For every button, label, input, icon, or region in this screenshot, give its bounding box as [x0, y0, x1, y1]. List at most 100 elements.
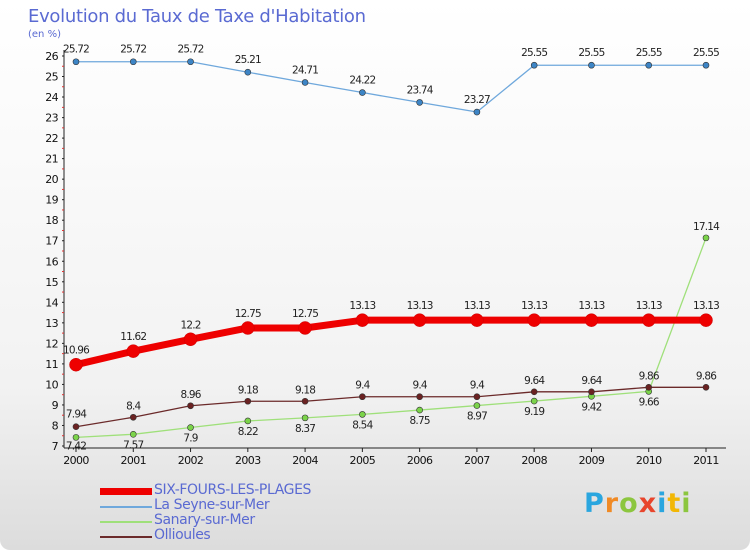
y-tick-label: 14 [45, 296, 58, 309]
data-point [359, 393, 366, 401]
series-line [75, 316, 706, 369]
data-label: 13.13 [349, 300, 375, 312]
data-point [183, 332, 198, 347]
data-label: 17.14 [693, 221, 720, 233]
data-point [530, 388, 538, 396]
legend-item: SIX-FOURS-LES-PLAGES [100, 482, 400, 500]
data-point [187, 58, 194, 66]
data-label: 25.55 [578, 47, 604, 59]
data-label: 24.22 [349, 75, 375, 87]
data-label: 9.18 [238, 384, 258, 396]
data-point [641, 313, 656, 327]
data-label: 9.64 [524, 375, 545, 387]
data-label: 13.13 [693, 300, 719, 312]
data-label: 8.22 [238, 426, 258, 438]
data-label: 24.71 [292, 64, 318, 76]
data-label: 9.42 [581, 401, 601, 413]
data-point [530, 397, 538, 405]
chart-subtitle: (en %) [28, 29, 61, 40]
logo-letter: i [681, 488, 692, 519]
data-point [584, 313, 599, 327]
data-label: 25.72 [63, 44, 89, 56]
data-label: 7.9 [183, 433, 197, 445]
series-line [75, 386, 706, 428]
series-line [76, 61, 706, 113]
data-label: 9.66 [639, 396, 660, 408]
data-label: 9.86 [639, 370, 660, 382]
data-point [72, 58, 80, 66]
data-label: 7.42 [66, 440, 86, 452]
legend-item: Ollioules [100, 527, 400, 545]
y-tick-label: 25 [45, 71, 58, 84]
data-point [473, 402, 481, 409]
x-tick-label: 2011 [693, 454, 719, 467]
logo-letter: o [619, 488, 639, 519]
data-label: 12.75 [292, 308, 318, 320]
data-point [645, 61, 653, 69]
legend-swatch [100, 536, 152, 538]
legend-label: La Seyne-sur-Mer [154, 497, 270, 513]
data-point [72, 434, 80, 441]
legend-swatch [100, 506, 152, 508]
data-label: 8.96 [180, 389, 201, 401]
x-tick-label: 2003 [235, 454, 261, 467]
legend-label: SIX-FOURS-LES-PLAGES [154, 482, 312, 498]
proxiti-logo: Proxiti [584, 488, 692, 519]
y-tick-label: 21 [45, 153, 58, 166]
data-point [473, 108, 481, 116]
y-tick-label: 9 [52, 399, 59, 412]
data-point [702, 383, 710, 391]
data-label: 8.75 [410, 415, 430, 427]
data-point [699, 313, 713, 327]
data-label: 13.13 [578, 300, 604, 312]
data-label: 8.37 [295, 423, 315, 435]
data-point [72, 423, 80, 431]
logo-letter: r [604, 488, 620, 519]
x-tick-label: 2005 [350, 454, 376, 467]
data-point [588, 388, 595, 396]
data-label: 25.55 [693, 47, 719, 59]
y-tick-label: 24 [45, 91, 58, 104]
data-point [129, 430, 137, 438]
chart-title: Evolution du Taux de Taxe d'Habitation [28, 6, 366, 27]
data-point [355, 313, 370, 327]
logo-letter: P [584, 488, 605, 519]
y-tick-label: 17 [45, 235, 58, 248]
x-tick-label: 2008 [521, 454, 547, 467]
data-point [244, 417, 252, 425]
y-tick-label: 20 [45, 173, 58, 186]
data-label: 12.75 [235, 308, 261, 320]
x-tick-label: 2007 [464, 454, 490, 467]
data-point [244, 68, 252, 76]
data-label: 25.21 [235, 54, 261, 66]
legend-item: Sanary-sur-Mer [100, 512, 400, 530]
data-label: 13.13 [521, 300, 547, 312]
data-point [359, 89, 366, 96]
data-label: 7.57 [123, 439, 143, 451]
data-point [645, 383, 653, 391]
legend-swatch [100, 521, 152, 523]
y-tick-label: 10 [45, 378, 58, 391]
data-point [412, 313, 427, 327]
data-label: 9.19 [524, 406, 544, 418]
data-label: 8.4 [126, 400, 141, 412]
data-point [301, 414, 309, 422]
data-point [244, 397, 252, 405]
data-point [187, 424, 194, 431]
legend-label: Ollioules [154, 527, 211, 543]
x-tick-label: 2009 [579, 454, 605, 467]
data-label: 13.13 [407, 300, 433, 312]
y-tick-label: 16 [45, 255, 58, 268]
y-tick-label: 13 [45, 317, 58, 330]
x-tick-label: 2001 [120, 454, 146, 467]
legend-item: La Seyne-sur-Mer [100, 497, 400, 515]
data-label: 9.18 [295, 384, 315, 396]
data-label: 12.2 [180, 319, 200, 331]
data-label: 25.72 [178, 44, 204, 56]
data-point [126, 344, 141, 358]
y-tick-label: 19 [45, 194, 58, 207]
data-label: 25.55 [521, 47, 547, 59]
data-point [298, 321, 312, 335]
data-point [69, 357, 83, 372]
